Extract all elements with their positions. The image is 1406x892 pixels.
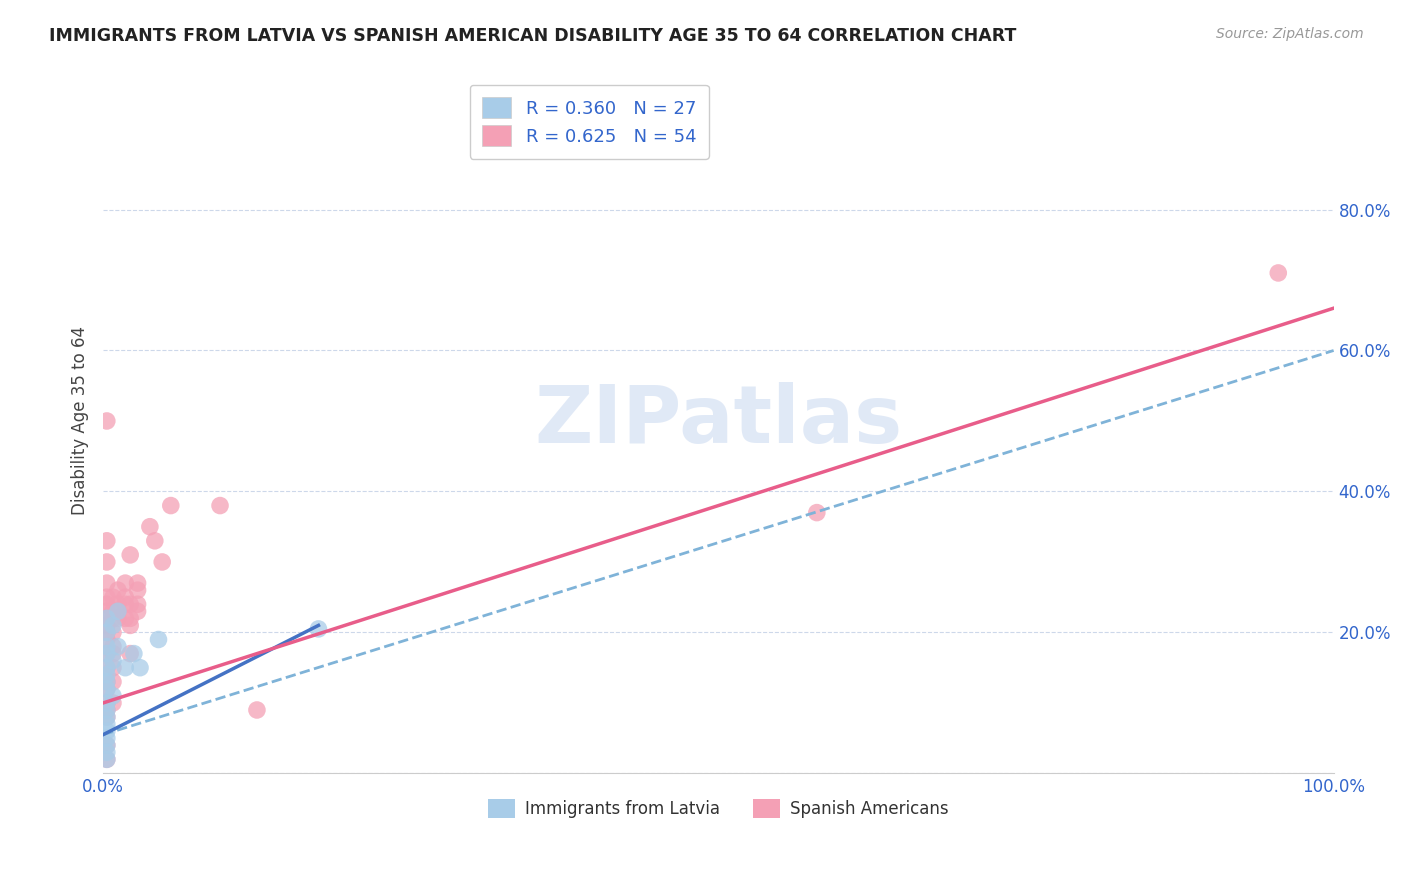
Point <box>96 591 118 605</box>
Point <box>101 618 124 632</box>
Point <box>127 597 149 611</box>
Point <box>107 604 129 618</box>
Point <box>129 661 152 675</box>
Point <box>107 611 129 625</box>
Point <box>96 710 118 724</box>
Point <box>96 647 118 661</box>
Point <box>96 696 118 710</box>
Point <box>120 611 142 625</box>
Text: IMMIGRANTS FROM LATVIA VS SPANISH AMERICAN DISABILITY AGE 35 TO 64 CORRELATION C: IMMIGRANTS FROM LATVIA VS SPANISH AMERIC… <box>49 27 1017 45</box>
Point <box>114 576 136 591</box>
Point <box>96 674 118 689</box>
Point <box>148 632 170 647</box>
Point <box>96 667 118 681</box>
Point <box>114 597 136 611</box>
Text: ZIPatlas: ZIPatlas <box>534 382 903 460</box>
Point <box>107 604 129 618</box>
Point <box>96 597 118 611</box>
Point <box>114 611 136 625</box>
Point <box>96 738 118 752</box>
Point <box>96 681 118 696</box>
Point <box>114 661 136 675</box>
Point <box>101 696 124 710</box>
Point <box>96 611 118 625</box>
Point <box>96 752 118 766</box>
Point <box>101 611 124 625</box>
Point <box>96 752 118 766</box>
Point <box>96 533 118 548</box>
Point <box>120 597 142 611</box>
Point <box>308 622 330 636</box>
Point <box>127 576 149 591</box>
Point <box>122 647 145 661</box>
Point <box>120 647 142 661</box>
Point <box>96 681 118 696</box>
Point <box>96 576 118 591</box>
Point <box>806 506 828 520</box>
Y-axis label: Disability Age 35 to 64: Disability Age 35 to 64 <box>72 326 89 516</box>
Point <box>127 604 149 618</box>
Point <box>96 745 118 759</box>
Point <box>107 597 129 611</box>
Point <box>159 499 181 513</box>
Point <box>150 555 173 569</box>
Point <box>96 661 118 675</box>
Point <box>101 661 124 675</box>
Point <box>96 625 118 640</box>
Point <box>114 591 136 605</box>
Point <box>101 591 124 605</box>
Point <box>143 533 166 548</box>
Point <box>101 654 124 668</box>
Point <box>96 738 118 752</box>
Point <box>120 548 142 562</box>
Point <box>96 640 118 654</box>
Point <box>96 625 118 640</box>
Point <box>101 647 124 661</box>
Point <box>96 632 118 647</box>
Point <box>101 604 124 618</box>
Point <box>96 611 118 625</box>
Point <box>96 696 118 710</box>
Point <box>96 661 118 675</box>
Text: Source: ZipAtlas.com: Source: ZipAtlas.com <box>1216 27 1364 41</box>
Point <box>96 604 118 618</box>
Point <box>96 674 118 689</box>
Point <box>101 640 124 654</box>
Point <box>107 583 129 598</box>
Point <box>139 519 162 533</box>
Point <box>96 647 118 661</box>
Point <box>96 710 118 724</box>
Point <box>96 414 118 428</box>
Point <box>101 689 124 703</box>
Point <box>101 625 124 640</box>
Point <box>96 724 118 739</box>
Point <box>96 555 118 569</box>
Point <box>96 618 118 632</box>
Point <box>96 703 118 717</box>
Point <box>208 499 231 513</box>
Point <box>107 640 129 654</box>
Point <box>1267 266 1289 280</box>
Point <box>120 618 142 632</box>
Legend: Immigrants from Latvia, Spanish Americans: Immigrants from Latvia, Spanish American… <box>482 792 955 825</box>
Point <box>127 583 149 598</box>
Point <box>96 717 118 731</box>
Point <box>101 674 124 689</box>
Point <box>246 703 269 717</box>
Point <box>96 703 118 717</box>
Point <box>96 731 118 746</box>
